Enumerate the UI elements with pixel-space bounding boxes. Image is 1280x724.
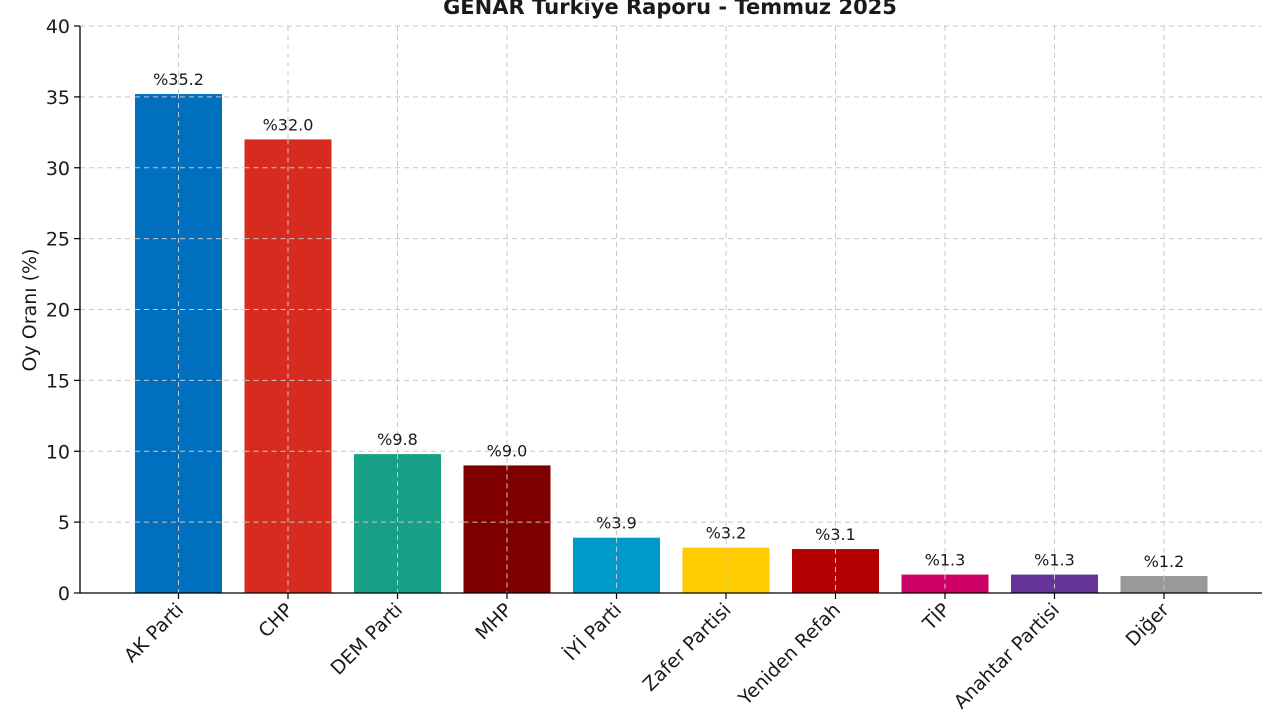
x-tick-label: MHP [471,599,516,644]
data-label: %3.2 [706,524,747,543]
x-tick-label: Anahtar Partisi [950,599,1064,713]
y-tick-label: 25 [46,229,70,251]
y-tick-label: 0 [58,583,70,605]
x-tick-label: AK Parti [120,599,188,667]
x-tick-labels: AK Parti CHP DEM Parti MHP İYİ Parti Zafer Pa… [120,593,1174,713]
x-tick-label: DEM Parti [327,599,408,680]
data-label: %3.1 [815,525,856,544]
bar [1120,575,1208,593]
data-labels: %35.2 %32.0 %9.8 %9.0 %3.9 %3.2 %3.1 %1.3 %1.3 %1… [153,70,1184,571]
bar [354,454,441,593]
x-tick-label: Diğer [1122,599,1174,651]
x-tick-label: CHP [254,599,297,642]
data-label: %3.9 [596,514,637,533]
data-label: %32.0 [263,115,314,134]
data-label: %1.2 [1144,552,1185,571]
x-tick-label: Yeniden Refah [734,599,845,710]
y-tick-label: 20 [46,300,70,322]
y-tick-label: 15 [46,370,70,392]
y-tick-label: 30 [46,158,70,180]
y-tick-label: 35 [46,87,70,109]
x-tick-label: Zafer Partisi [639,599,736,696]
y-tick-label: 40 [46,16,70,38]
data-label: %35.2 [153,70,204,89]
y-tick-label: 5 [58,512,70,534]
y-tick-labels: 0 5 10 15 20 25 30 35 40 [46,16,80,605]
y-axis-label: Oy Oranı (%) [19,249,41,372]
chart-title: GENAR Türkiye Raporu - Temmuz 2025 [443,0,897,19]
bars-layer [135,94,1208,593]
data-label: %1.3 [925,551,966,570]
data-label: %9.8 [377,430,418,449]
x-tick-label: TİP [917,598,954,635]
data-label: %9.0 [487,441,528,460]
y-tick-label: 10 [46,441,70,463]
data-label: %1.3 [1034,551,1075,570]
x-tick-label: İYİ Parti [559,598,626,665]
